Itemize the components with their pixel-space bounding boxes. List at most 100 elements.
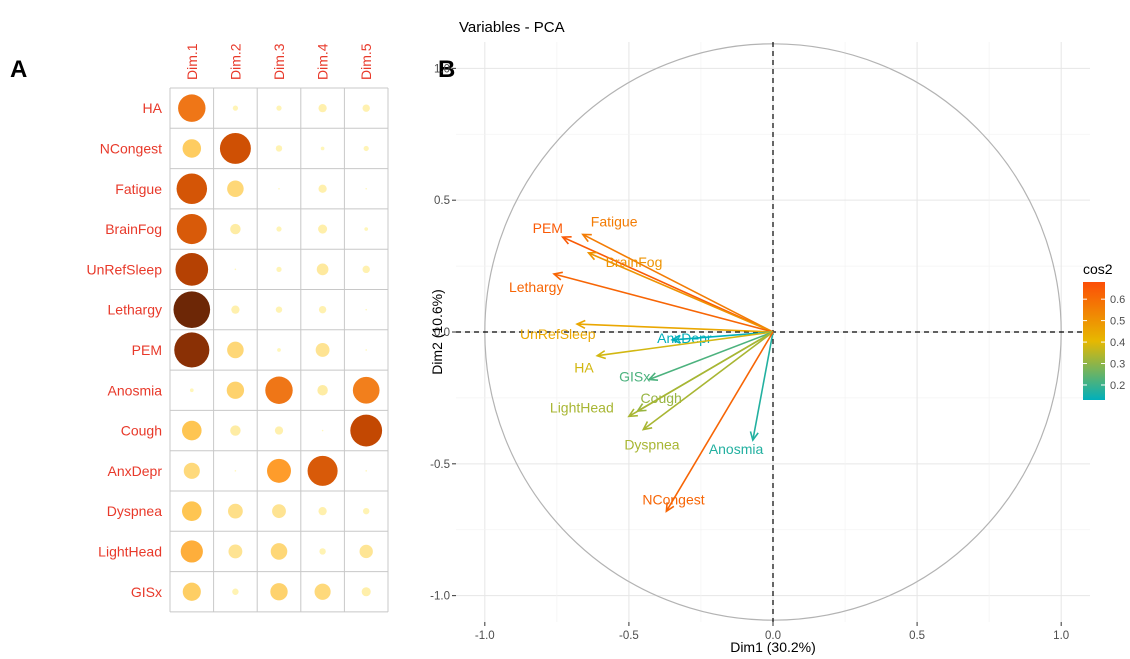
heatmap-dot bbox=[173, 291, 211, 328]
heatmap-dots bbox=[173, 94, 383, 601]
heatmap-dot bbox=[227, 180, 244, 198]
y-axis-label: Dim2 (10.6%) bbox=[429, 289, 445, 375]
heatmap-dot bbox=[362, 104, 370, 112]
heatmap-dot bbox=[275, 145, 283, 152]
vector-arrowhead bbox=[552, 271, 563, 281]
pca-vector: NCongest bbox=[642, 331, 774, 513]
row-label: GISx bbox=[131, 584, 162, 600]
row-label: HA bbox=[143, 100, 163, 116]
pca-axis-ticks: -1.0 -0.5 0.0 0.5 1.0 -1.0 -0.5 0.0 0.5 1.0 bbox=[430, 63, 1069, 642]
vector-arrow bbox=[588, 252, 774, 333]
heatmap-column-labels: Dim.1 Dim.2 Dim.3 Dim.4 Dim.5 bbox=[184, 43, 374, 80]
heatmap-dot bbox=[276, 226, 282, 232]
x-axis-label: Dim1 (30.2%) bbox=[730, 639, 816, 655]
pca-vector: Lethargy bbox=[509, 271, 774, 333]
y-tick-label: 0.0 bbox=[434, 327, 450, 339]
vector-label: Anosmia bbox=[709, 441, 764, 457]
legend-tick-label: 0.4 bbox=[1110, 337, 1125, 349]
y-tick-label: -1.0 bbox=[430, 591, 450, 603]
heatmap-dot bbox=[319, 548, 326, 555]
vector-arrowhead bbox=[647, 372, 659, 382]
heatmap-dot bbox=[361, 587, 371, 597]
heatmap-dot bbox=[362, 507, 370, 515]
x-tick-label: 0.5 bbox=[909, 630, 925, 642]
heatmap-dot bbox=[321, 429, 324, 432]
heatmap-dot bbox=[363, 145, 369, 152]
vector-label: Lethargy bbox=[509, 279, 563, 295]
row-label: Lethargy bbox=[108, 302, 162, 318]
row-label: Anosmia bbox=[108, 382, 163, 398]
vector-label: GISx bbox=[619, 368, 650, 384]
vector-arrow bbox=[577, 323, 774, 333]
row-label: NCongest bbox=[100, 140, 162, 156]
heatmap-dot bbox=[270, 543, 288, 560]
heatmap-dot bbox=[176, 173, 208, 205]
heatmap-grid bbox=[169, 87, 389, 613]
vector-label: Dyspnea bbox=[624, 437, 679, 453]
column-label: Dim.5 bbox=[358, 43, 374, 80]
heatmap-dot bbox=[307, 455, 338, 486]
heatmap-dot bbox=[175, 253, 209, 286]
chart-title: Variables - PCA bbox=[459, 19, 565, 36]
heatmap-dot bbox=[318, 184, 327, 193]
vector-arrowhead bbox=[581, 233, 592, 243]
column-label: Dim.3 bbox=[271, 43, 287, 80]
row-label: PEM bbox=[132, 342, 162, 358]
heatmap-dot bbox=[359, 544, 373, 559]
heatmap-dot bbox=[230, 223, 241, 235]
vector-arrowhead bbox=[641, 421, 653, 431]
heatmap-dot bbox=[318, 104, 327, 113]
vector-arrowhead bbox=[575, 319, 586, 330]
pca-variables-plot: Variables - PCA B PEM Fatigue BrainFog Leth… bbox=[429, 19, 1125, 655]
x-tick-label: 1.0 bbox=[1053, 630, 1069, 642]
legend-title: cos2 bbox=[1083, 261, 1113, 277]
vector-arrowhead bbox=[586, 251, 598, 261]
heatmap-dot bbox=[362, 265, 370, 274]
heatmap-dot bbox=[176, 214, 207, 245]
vector-label: HA bbox=[574, 360, 594, 376]
vector-label: NCongest bbox=[642, 491, 704, 507]
heatmap-dot bbox=[180, 540, 203, 563]
x-tick-label: 0.0 bbox=[765, 630, 781, 642]
panel-a-letter: A bbox=[10, 56, 27, 83]
pca-vector: BrainFog bbox=[586, 251, 774, 333]
heatmap-dot bbox=[352, 376, 380, 404]
row-label: UnRefSleep bbox=[87, 261, 163, 277]
heatmap-dot bbox=[272, 504, 286, 519]
column-label: Dim.1 bbox=[184, 43, 200, 80]
legend-tick-label: 0.5 bbox=[1110, 316, 1125, 328]
pca-vector: LightHead bbox=[550, 331, 774, 418]
heatmap-dot bbox=[276, 105, 282, 111]
heatmap-dot bbox=[364, 227, 369, 231]
heatmap-dot bbox=[178, 94, 206, 122]
vector-label: Fatigue bbox=[591, 213, 638, 229]
heatmap-dot bbox=[234, 470, 237, 472]
heatmap-dot bbox=[320, 146, 325, 151]
row-label: Fatigue bbox=[115, 181, 162, 197]
row-label: Dyspnea bbox=[107, 503, 162, 519]
heatmap-dot bbox=[228, 503, 243, 519]
vector-label: LightHead bbox=[550, 399, 614, 415]
correlation-plot: A HA NCongest Fatigue BrainFog UnRefSleep Let… bbox=[10, 43, 389, 613]
legend-colorbar bbox=[1083, 282, 1105, 400]
heatmap-dot bbox=[182, 420, 202, 441]
vector-arrowhead bbox=[595, 350, 607, 360]
heatmap-dot bbox=[227, 341, 244, 359]
heatmap-dot bbox=[365, 187, 368, 190]
vector-arrowhead bbox=[670, 334, 681, 344]
heatmap-dot bbox=[365, 349, 368, 351]
vector-arrow bbox=[553, 273, 774, 333]
y-tick-label: 0.5 bbox=[434, 195, 450, 207]
heatmap-dot bbox=[318, 507, 327, 516]
heatmap-dot bbox=[318, 224, 328, 234]
heatmap-dot bbox=[316, 263, 329, 276]
heatmap-dot bbox=[182, 501, 202, 521]
legend-tick-label: 0.6 bbox=[1110, 294, 1125, 306]
legend-ticks: 0.6 0.5 0.4 0.3 0.2 bbox=[1083, 294, 1125, 392]
heatmap-dot bbox=[230, 425, 241, 436]
row-label: AnxDepr bbox=[108, 463, 163, 479]
heatmap-dot bbox=[231, 305, 240, 314]
heatmap-dot bbox=[315, 343, 330, 357]
vector-arrow bbox=[672, 331, 774, 341]
vector-arrow bbox=[582, 233, 774, 333]
